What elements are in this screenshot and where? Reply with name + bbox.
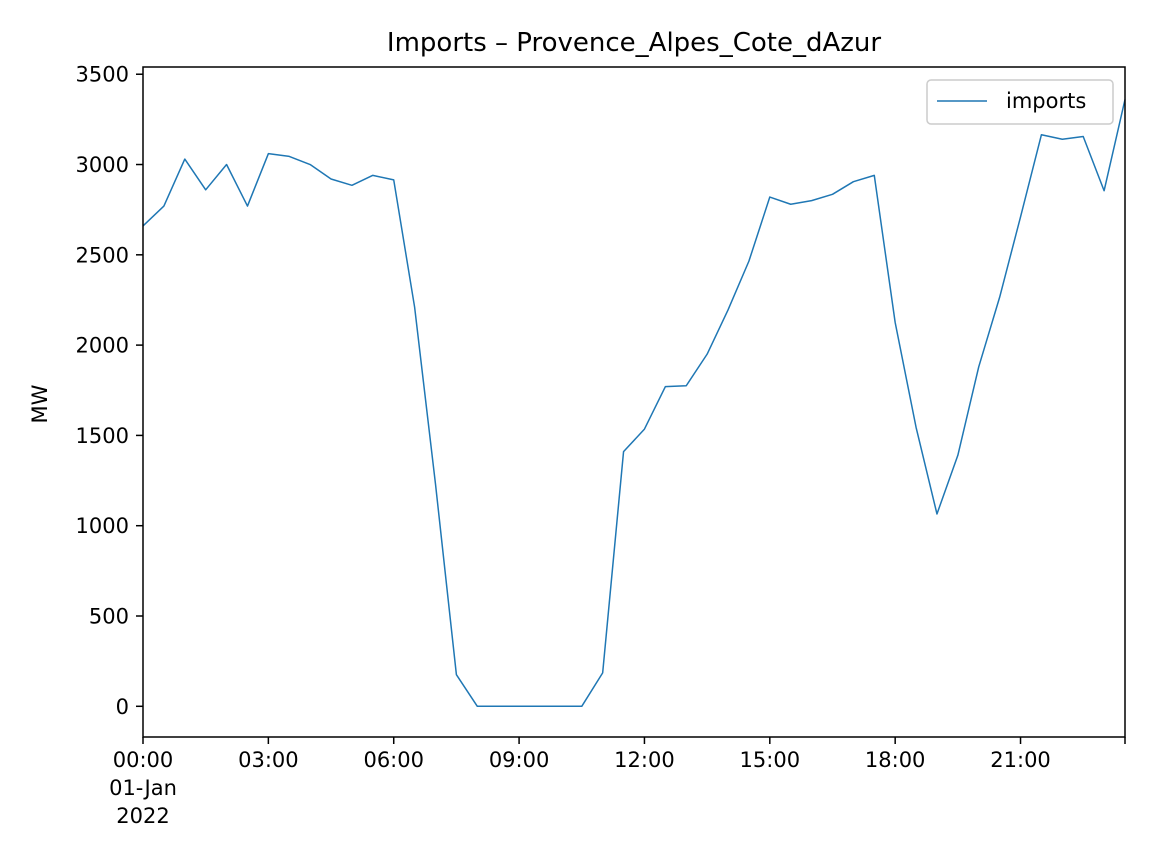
- y-tick-label: 1000: [76, 514, 129, 538]
- plot-frame: [142, 66, 1126, 738]
- legend: imports: [926, 79, 1114, 125]
- y-tick-label: 2500: [76, 243, 129, 267]
- y-tick-label: 3000: [76, 153, 129, 177]
- legend-box: [926, 79, 1114, 125]
- x-tick-label: 00:00 01-Jan 2022: [109, 748, 177, 828]
- y-tick-label: 0: [116, 695, 129, 719]
- x-tick-label: 03:00: [238, 748, 299, 772]
- y-tick-label: 500: [89, 605, 129, 629]
- y-tick-label: 1500: [76, 424, 129, 448]
- x-tick-label: 15:00: [740, 748, 801, 772]
- axes: 0 500 1000 1500 2000 2500 3000 3500 00:00 01-Jan 2…: [76, 63, 1126, 828]
- x-tick-label: 06:00: [363, 748, 424, 772]
- legend-label-imports: imports: [1006, 89, 1086, 113]
- series-line-imports: [142, 99, 1126, 708]
- y-tick-label: 3500: [76, 63, 129, 87]
- x-tick-label: 12:00: [614, 748, 675, 772]
- x-tick-label: 18:00: [865, 748, 926, 772]
- plot-area: [142, 99, 1126, 708]
- x-tick-label: 21:00: [990, 748, 1051, 772]
- chart-title: Imports – Provence_Alpes_Cote_dAzur: [387, 28, 881, 58]
- x-tick-label: 09:00: [489, 748, 550, 772]
- y-tick-label: 2000: [76, 334, 129, 358]
- y-axis-label: MW: [28, 384, 52, 423]
